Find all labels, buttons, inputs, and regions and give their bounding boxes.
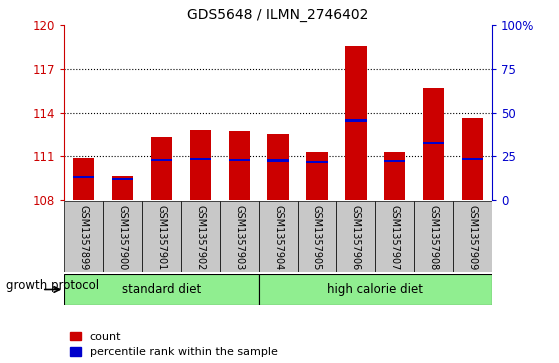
Text: GSM1357901: GSM1357901 (157, 205, 167, 270)
Bar (112, 178, 133, 180)
Bar (259, 201, 297, 272)
Text: growth protocol: growth protocol (6, 280, 99, 292)
Bar (229, 131, 250, 200)
Legend: count, percentile rank within the sample: count, percentile rank within the sample (70, 332, 278, 358)
Bar (103, 201, 142, 272)
Bar (112, 176, 133, 200)
Text: GSM1357909: GSM1357909 (467, 205, 477, 270)
Bar (345, 46, 367, 200)
Bar (306, 152, 328, 200)
Text: GSM1357907: GSM1357907 (390, 205, 400, 270)
Bar (384, 152, 405, 200)
Bar (64, 201, 103, 272)
Text: GSM1357899: GSM1357899 (79, 205, 89, 270)
Bar (151, 137, 172, 200)
Bar (375, 201, 414, 272)
Bar (337, 201, 375, 272)
Bar (190, 158, 211, 160)
Bar (190, 130, 211, 200)
Bar (229, 159, 250, 161)
Bar (181, 201, 220, 272)
Bar (267, 134, 289, 200)
Bar (462, 118, 483, 200)
Text: GSM1357900: GSM1357900 (117, 205, 127, 270)
Bar (345, 119, 367, 122)
Text: high calorie diet: high calorie diet (327, 283, 423, 296)
Text: GSM1357903: GSM1357903 (234, 205, 244, 270)
Title: GDS5648 / ILMN_2746402: GDS5648 / ILMN_2746402 (187, 8, 369, 22)
Bar (453, 201, 492, 272)
Bar (267, 159, 289, 162)
Text: GSM1357906: GSM1357906 (351, 205, 361, 270)
Text: GSM1357908: GSM1357908 (429, 205, 439, 270)
Text: GSM1357902: GSM1357902 (195, 205, 205, 270)
Bar (384, 160, 405, 162)
Bar (423, 88, 444, 200)
Bar (259, 274, 492, 305)
Bar (220, 201, 259, 272)
Bar (64, 274, 259, 305)
Text: standard diet: standard diet (122, 283, 201, 296)
Bar (73, 158, 94, 200)
Bar (306, 161, 328, 163)
Text: GSM1357904: GSM1357904 (273, 205, 283, 270)
Bar (73, 176, 94, 178)
Bar (423, 142, 444, 144)
Bar (297, 201, 337, 272)
Bar (462, 158, 483, 160)
Text: GSM1357905: GSM1357905 (312, 205, 322, 270)
Bar (151, 159, 172, 161)
Bar (414, 201, 453, 272)
Bar (142, 201, 181, 272)
